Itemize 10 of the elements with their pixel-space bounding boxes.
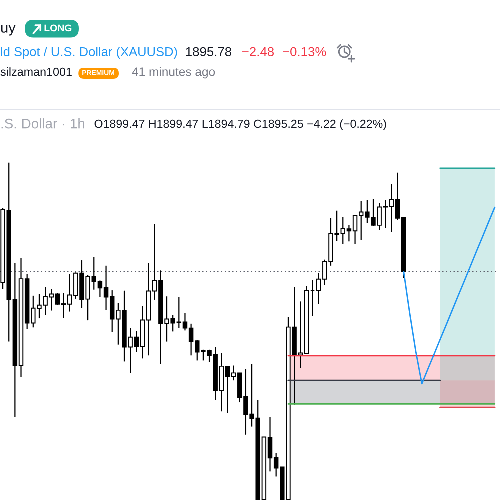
text: O1899.47 H1899.47 L1894.79 C1895.25 −4.22 (−0.22%) bbox=[94, 120, 386, 130]
text: LONG bbox=[44, 24, 72, 32]
text: 1895.78 bbox=[186, 47, 232, 56]
text: −2.48 bbox=[242, 47, 274, 56]
text: 41 minutes ago bbox=[132, 67, 216, 79]
text: silzaman1001 bbox=[0, 68, 72, 76]
text: .S. Dollar · 1h bbox=[2, 118, 85, 129]
text: −0.13% bbox=[283, 47, 326, 56]
chart-title: uy bbox=[1, 25, 16, 36]
chart-subtitle: ld Spot / U.S. Dollar (XAUUSD) bbox=[1, 47, 178, 59]
